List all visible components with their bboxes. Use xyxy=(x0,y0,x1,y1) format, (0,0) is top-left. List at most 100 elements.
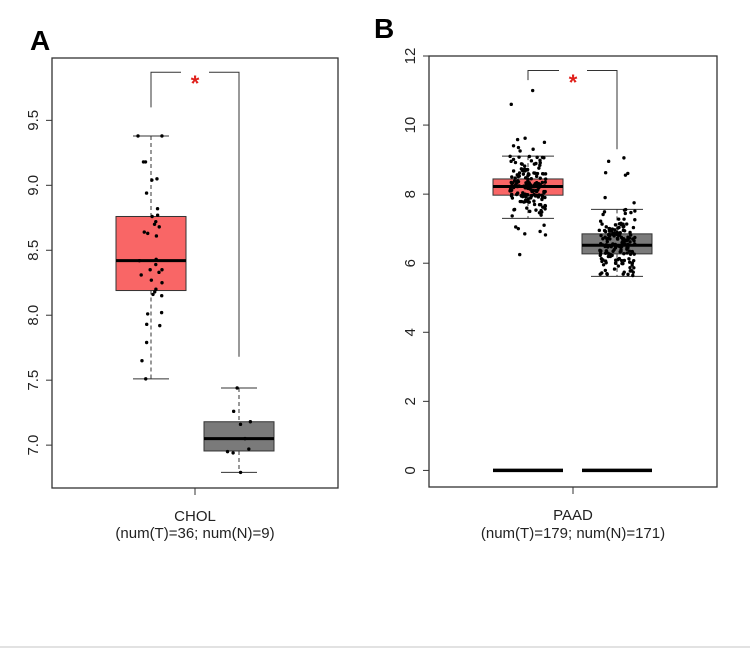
panel-b-normal-data-point xyxy=(625,222,629,226)
panel-a-tumor-data-point xyxy=(145,312,150,316)
panel-b-normal-data-point xyxy=(621,222,625,226)
panel-b-normal-data-point xyxy=(604,243,608,247)
panel-b-normal-data-point xyxy=(616,264,621,268)
panel-b-tumor-data-point xyxy=(543,172,548,176)
panel-b-normal-data-point xyxy=(605,272,609,276)
panel-a-tumor-data-point xyxy=(152,222,157,226)
panel-a-normal-data-point xyxy=(247,447,251,451)
panel-b-normal-data-point xyxy=(633,242,637,246)
panel-b-normal-data-point xyxy=(626,272,630,277)
panel-b-tumor-data-point xyxy=(526,193,530,197)
panel-a-tumor-data-point xyxy=(155,206,160,211)
panel-b-normal-data-point xyxy=(628,233,633,237)
panel-b-tumor-data-point xyxy=(515,191,520,195)
panel-b-tumor-data-point xyxy=(526,174,530,178)
panel-b-tumor-data-point xyxy=(509,102,513,107)
panel-b-tumor-data-point xyxy=(535,155,539,160)
panel-b-normal-data-point xyxy=(598,253,602,258)
panel-a-tumor-data-point xyxy=(150,178,154,182)
panel-b-tumor-data-point xyxy=(543,177,548,181)
panel-b-tumor-data-point xyxy=(523,195,528,199)
panel-a-normal-data-point xyxy=(225,449,230,454)
panel-b-tumor-data-point xyxy=(534,174,539,179)
panel-b-normal-data-point xyxy=(626,171,630,176)
panel-a-tumor-data-point xyxy=(146,231,150,236)
panel-a-normal-data-point xyxy=(243,436,247,441)
panel-b-tumor-data-point xyxy=(537,166,541,170)
panel-b-tumor-data-point xyxy=(519,162,524,166)
panel-b-tumor-data-point xyxy=(516,145,521,150)
panel-b-normal-data-point xyxy=(598,272,602,276)
panel-b-normal-data-point xyxy=(603,259,608,263)
panel-b-tumor-data-point xyxy=(510,192,514,197)
panel-b-tumor-data-point xyxy=(542,184,547,188)
panel-b-tumor-data-point xyxy=(510,175,514,179)
panel-a-normal-data-point xyxy=(231,451,235,455)
panel-b-tumor-data-point xyxy=(543,207,547,211)
panel-b-normal-data-point xyxy=(625,246,629,250)
panel-a-tumor-data-point xyxy=(150,214,154,219)
panel-b-tumor-data-point xyxy=(515,137,520,142)
panel-b-normal-data-point xyxy=(626,242,630,247)
panel-b-tumor-data-point xyxy=(511,157,516,162)
panel-b-tumor-data-point xyxy=(510,196,515,200)
panel-b-normal-data-point xyxy=(599,256,604,261)
panel-b-normal-data-point xyxy=(621,272,625,276)
panel-a-normal-data-point xyxy=(238,422,243,427)
panel-a-tumor-data-point xyxy=(144,377,148,381)
panel-b-tumor-data-point xyxy=(543,233,548,237)
panel-b-counts-label: (num(T)=179; num(N)=171) xyxy=(481,525,665,542)
panel-b-normal-data-point xyxy=(622,252,626,256)
panel-b-normal-data-point xyxy=(628,265,632,270)
panel-b-normal-data-point xyxy=(600,222,604,226)
panel-b-normal-data-point xyxy=(603,235,607,239)
panel-b-normal-data-point xyxy=(631,225,636,230)
panel-a-tumor-data-point xyxy=(136,134,140,138)
panel-b-normal-data-point xyxy=(619,258,624,263)
panel-b-tumor-data-point xyxy=(517,184,521,188)
panel-b-normal-data-point xyxy=(631,270,635,274)
panel-b-normal-data-point xyxy=(624,238,628,242)
panel-b-normal-data-point xyxy=(602,228,607,233)
panel-b-tumor-data-point xyxy=(540,197,544,202)
panel-b-tumor-data-point xyxy=(543,189,547,194)
panel-a-counts-label: (num(T)=36; num(N)=9) xyxy=(115,525,274,542)
panel-b-tumor-data-point xyxy=(519,194,524,198)
panel-a-normal-data-point xyxy=(238,470,243,475)
panel-b-tumor-data-point xyxy=(509,188,514,193)
panel-b-tumor-data-point xyxy=(537,193,541,197)
panel-b-normal-data-point xyxy=(628,240,632,244)
panel-a-tumor-data-point xyxy=(148,268,152,272)
panel-b-normal-data-point xyxy=(615,237,620,241)
panel-a-tumor-data-point xyxy=(157,270,161,275)
panel-b-normal-data-point xyxy=(619,235,624,240)
panel-a-y-tick-label: 7.0 xyxy=(25,435,42,456)
panel-a-tumor-data-point xyxy=(154,219,158,224)
panel-b-tumor-data-point xyxy=(543,204,548,208)
panel-b-tumor-data-point xyxy=(530,88,535,93)
panel-b-normal-data-point xyxy=(608,252,612,257)
panel-b-normal-data-point xyxy=(616,244,621,248)
panel-b-tumor-data-point xyxy=(518,199,522,204)
panel-b-normal-data-point xyxy=(602,210,607,214)
panel-b-tumor-data-point xyxy=(517,171,522,175)
panel-b-y-tick-label: 2 xyxy=(402,397,419,405)
panel-b-tumor-data-point xyxy=(542,140,547,145)
panel-b-normal-data-point xyxy=(621,228,626,233)
panel-b-normal-data-point xyxy=(623,173,628,177)
panel-b-tumor-data-point xyxy=(543,195,547,200)
panel-b-y-tick-label: 12 xyxy=(402,48,419,65)
panel-b-tumor-data-point xyxy=(531,147,535,151)
panel-b-tumor-data-point xyxy=(510,181,515,185)
panel-b-normal-data-point xyxy=(609,244,613,249)
panel-a-tumor-data-point xyxy=(154,234,159,238)
panel-a-tumor-data-point xyxy=(144,191,149,195)
panel-b-tumor-data-point xyxy=(526,179,530,183)
panel-b-normal-data-point xyxy=(629,210,633,215)
panel-a-tumor-data-point xyxy=(151,292,155,297)
panel-b-tumor-data-point xyxy=(535,171,540,176)
panel-b-normal-data-point xyxy=(613,228,617,232)
panel-a-tumor-data-point xyxy=(160,134,164,138)
panel-b-normal-data-point xyxy=(625,251,629,255)
panel-b-normal-data-point xyxy=(627,260,632,264)
